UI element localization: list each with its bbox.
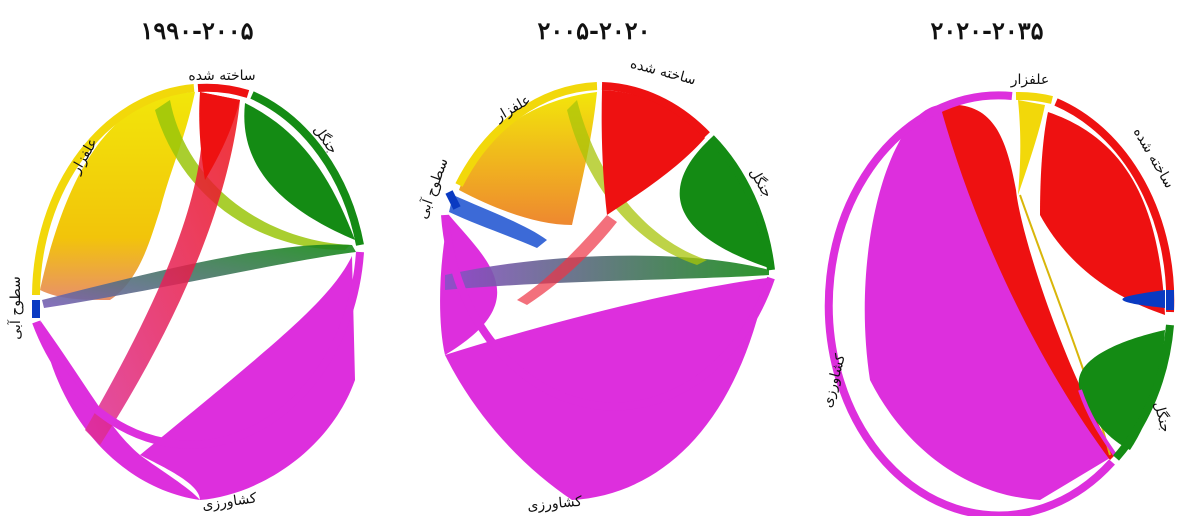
label-agriculture: کشاورزی xyxy=(527,494,583,515)
chord-panel-2020-2035: ۲۰۲۰-۲۰۳۵ علفزار ساخته شده جنگل کشاورزی xyxy=(790,0,1184,516)
label-forest: جنگل xyxy=(1150,400,1175,435)
arc-forest xyxy=(708,135,775,271)
chord-agriculture-self xyxy=(445,278,767,500)
chord-grassland-agriculture xyxy=(459,92,597,225)
chord-panel-1990-2005: ۱۹۹۰-۲۰۰۵ ساخته شده xyxy=(0,0,394,516)
chord-water-inner xyxy=(1122,290,1165,308)
chord-built-inner xyxy=(601,90,705,215)
chord-built-agriculture xyxy=(517,215,617,305)
panel-title: ۱۹۹۰-۲۰۰۵ xyxy=(140,16,254,45)
chord-forest-water xyxy=(42,244,356,308)
label-water: سطوح آبی xyxy=(414,156,452,221)
label-built: ساخته شده xyxy=(188,68,255,84)
chord-built-inner xyxy=(199,92,240,180)
chord-agriculture-self xyxy=(140,256,355,500)
arc-agriculture xyxy=(32,251,364,449)
label-agriculture: کشاورزی xyxy=(201,490,258,513)
arc-built xyxy=(197,83,250,98)
chord-agriculture-outer xyxy=(40,320,200,500)
label-water: سطوح آبی xyxy=(7,276,24,339)
panel-title: ۲۰۲۰-۲۰۳۵ xyxy=(930,16,1044,45)
chord-grassland-agriculture xyxy=(40,92,195,300)
chord-forest-inner xyxy=(244,103,355,240)
arc-water xyxy=(445,190,461,210)
arc-agriculture xyxy=(441,214,775,411)
label-built: ساخته شده xyxy=(628,56,697,89)
arc-built xyxy=(601,82,710,138)
arc-grassland xyxy=(32,84,195,296)
chord-diagram: ساخته شده جنگل علفزار سطوح آبی کشاورزی xyxy=(7,68,364,514)
chord-grassland-inner xyxy=(1018,100,1045,195)
arc-agriculture xyxy=(824,91,1115,516)
chord-forest-inner xyxy=(679,140,769,268)
arc-built xyxy=(1054,98,1175,313)
chord-panel-2005-2020: ۲۰۰۵-۲۰۲۰ ساخته شده جنگل xyxy=(397,0,791,516)
label-grassland: علفزار xyxy=(1010,72,1049,88)
arc-forest xyxy=(1112,324,1174,461)
arc-grassland xyxy=(1015,91,1053,104)
arc-grassland xyxy=(455,82,598,187)
chord-grassland-forest xyxy=(567,100,707,265)
chord-forest-agriculture xyxy=(1078,389,1117,457)
arc-forest xyxy=(250,91,364,246)
chord-diagram: علفزار ساخته شده جنگل کشاورزی xyxy=(819,72,1177,516)
chord-built-agriculture xyxy=(85,92,240,445)
panel-title: ۲۰۰۵-۲۰۲۰ xyxy=(537,16,651,45)
chord-grassland-forest xyxy=(155,100,350,250)
chord-built-inner xyxy=(1040,112,1165,315)
chord-forest-agriculture xyxy=(445,255,769,290)
chord-water-agriculture xyxy=(449,195,547,248)
chord-agriculture-self xyxy=(864,105,1115,500)
chord-built-agriculture xyxy=(940,104,1115,460)
chord-diagram: ساخته شده جنگل علفزار سطوح آبی کشاورزی xyxy=(414,56,776,515)
